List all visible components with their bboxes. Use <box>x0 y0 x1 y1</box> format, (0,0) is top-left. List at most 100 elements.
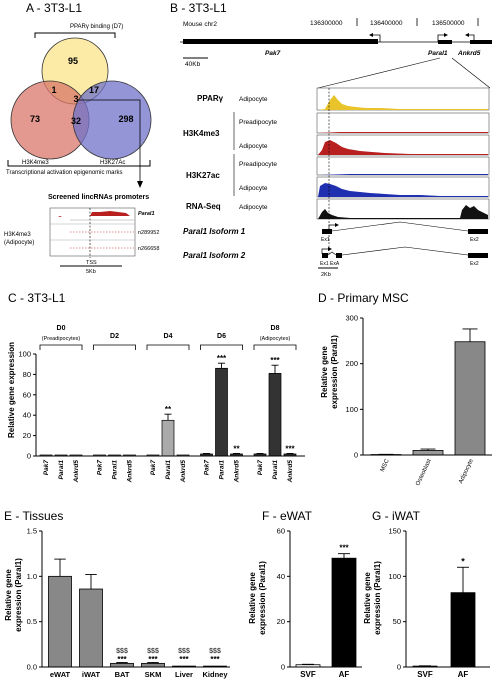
isoform2-ex2-label: Ex2 <box>470 261 479 267</box>
panel-c-ylabel: Relative gene expression <box>7 342 16 438</box>
panel-c-x-tick-label: Pak7 <box>204 460 211 476</box>
panel-c-day-groups: D0 (Preadipocytes) D2 D4 D6 D8 (Adipocytes) <box>39 325 297 350</box>
panel-c-significance: *** <box>270 356 280 365</box>
panel-g-ylabel-2: expression (Paral1) <box>373 561 382 635</box>
panel-e-sig-star: *** <box>179 655 189 664</box>
panel-d-ylabel-2: expression (Paral1) <box>330 335 339 409</box>
h3k27ac-label: H3K27Ac <box>100 160 125 166</box>
panel-d-x-tick-label: Osteoblast <box>415 458 433 487</box>
isoform1-ex2-label: Ex2 <box>470 237 479 243</box>
pak7-gene-bar <box>183 39 378 44</box>
panel-g-ylabel-1: Relative gene <box>363 572 372 624</box>
bottom-scale-label: 2Kb <box>321 272 331 278</box>
panel-c-x-tick-label: Paral1 <box>219 460 226 480</box>
panel-d-title: D - Primary MSC <box>318 291 409 305</box>
panel-e-sig-star: *** <box>210 655 220 664</box>
panel-f-x-tick-label: AF <box>339 670 350 679</box>
panel-e-x-tick-label: Kidney <box>202 670 228 679</box>
panel-f-x-tick-label: SVF <box>300 670 316 679</box>
gene-label-ankrd5: Ankrd5 <box>457 50 481 57</box>
panel-c-x-tick-label: Pak7 <box>257 460 264 476</box>
panel-c-x-tick-label: Pak7 <box>43 460 50 476</box>
panel-c-x-tick-label: Pak7 <box>97 460 104 476</box>
marks-bracket <box>7 160 151 167</box>
venn-h3k27-only: 298 <box>118 114 133 124</box>
panel-e-y-tick-label: 0.5 <box>27 617 37 626</box>
track-cell-pparg: Adipocyte <box>239 96 268 103</box>
panel-c-x-tick-label: Ankrd5 <box>73 460 80 484</box>
arrow-down-icon <box>137 181 143 188</box>
panel-c-x-tick-label: Paral1 <box>165 460 172 480</box>
track-mark-rnaseq: RNA-Seq <box>186 202 221 211</box>
panel-e-x-tick-label: BAT <box>115 670 130 679</box>
panel-f-chart: 0 20 40 60 SVF AF *** <box>277 527 362 679</box>
panel-c-day-label: D0 <box>57 325 66 332</box>
panel-g-y-tick-label: 150 <box>388 527 401 536</box>
panel-g-bar <box>450 592 476 668</box>
panel-c-bar <box>215 367 228 457</box>
panel-d-bar <box>454 341 486 456</box>
panel-e-sig-dollar: $$$ <box>147 648 159 655</box>
isoform2-exa <box>336 253 342 258</box>
panel-c-x-tick-label: Paral1 <box>112 460 119 480</box>
isoform1-ex1-label: Ex1 <box>321 237 330 243</box>
panel-e-x-tick-label: iWAT <box>82 670 101 679</box>
panel-c-day-label: D6 <box>217 333 226 340</box>
coord-2: 136400000 <box>370 20 403 27</box>
panel-g-y-tick-label: 50 <box>393 617 401 626</box>
pparg-binding-label: PPARγ binding (D7) <box>70 24 123 30</box>
panel-f-title: F - eWAT <box>262 509 313 523</box>
panel-c-y-tick-label: 60 <box>23 390 31 399</box>
coord-3: 136500000 <box>432 20 465 27</box>
panel-c-bars: Pak7 Paral1 Ankrd5 Pak7 Paral1 Ankrd5 Pak7 Para… <box>36 354 305 483</box>
panel-c-day-sub: (Adipocytes) <box>260 336 291 342</box>
panel-d-y-tick-label: 100 <box>345 405 358 414</box>
isoform1-ex2 <box>468 229 488 234</box>
venn-pparg-h3k27: 17 <box>89 85 99 95</box>
signal-h3k27-adi <box>318 183 488 197</box>
venn-pparg-h3k4: 1 <box>51 85 56 95</box>
screen-arrow-line <box>78 99 141 185</box>
screen-gene-n266658: n266658 <box>138 246 159 252</box>
venn-h3k4-h3k27: 32 <box>71 116 81 126</box>
panel-c-day-label: D2 <box>110 333 119 340</box>
tss-label: TSS <box>86 260 97 266</box>
track-cell-h3k27-pre: Preadipocyte <box>239 161 277 168</box>
track-label-2: (Adipocyte) <box>4 240 34 246</box>
panel-c-y-tick-label: 20 <box>23 431 31 440</box>
panel-g-x-tick-label: AF <box>458 670 469 679</box>
panel-e: E - Tissues Relative gene expression (Pa… <box>4 509 230 679</box>
panel-e-x-tick-label: Liver <box>175 670 193 679</box>
pak7-direction-icon <box>369 33 373 37</box>
panel-c-significance: *** <box>217 354 227 363</box>
track-cell-h3k4-pre: Preadipocyte <box>239 119 277 126</box>
track-mark-h3k4me3: H3K4me3 <box>183 129 220 138</box>
panel-g-x-tick-label: SVF <box>417 670 433 679</box>
panel-e-ylabel-2: expression (Paral1) <box>14 558 23 632</box>
track-cell-rnaseq: Adipocyte <box>239 204 268 211</box>
panel-a: A - 3T3-L1 PPARγ binding (D7) 95 73 298 … <box>4 1 159 275</box>
panel-d-y-tick-label: 0 <box>354 451 358 460</box>
panel-e-bar <box>79 588 103 668</box>
panel-c-significance: *** <box>285 444 295 453</box>
screen-scale-label: 5Kb <box>86 269 96 275</box>
panel-e-x-tick-label: SKM <box>145 670 162 679</box>
venn-pparg-only: 95 <box>68 56 78 66</box>
panel-f-bar <box>331 557 357 668</box>
panel-c-day-label: D8 <box>271 325 280 332</box>
screen-track-box <box>49 207 136 257</box>
panel-f-y-tick-label: 0 <box>281 663 285 672</box>
panel-f-y-tick-label: 60 <box>277 527 285 536</box>
panel-f-ylabel-2: expression (Paral1) <box>258 561 267 635</box>
isoform2-label: Paral1 Isoform 2 <box>183 251 246 260</box>
panel-c-day-bracket <box>146 344 190 350</box>
panel-c-day-bracket <box>93 344 136 350</box>
panel-e-sig-star: *** <box>148 655 158 664</box>
isoform1-ex1 <box>322 229 332 234</box>
panel-c-x-tick-label: Paral1 <box>58 460 65 480</box>
panel-f-ylabel-1: Relative gene <box>248 572 257 624</box>
panel-c-significance: ** <box>233 444 240 453</box>
panel-c-x-tick-label: Paral1 <box>272 460 279 480</box>
panel-c-x-tick-label: Ankrd5 <box>127 460 134 484</box>
panel-e-sig-dollar: $$$ <box>178 648 190 655</box>
